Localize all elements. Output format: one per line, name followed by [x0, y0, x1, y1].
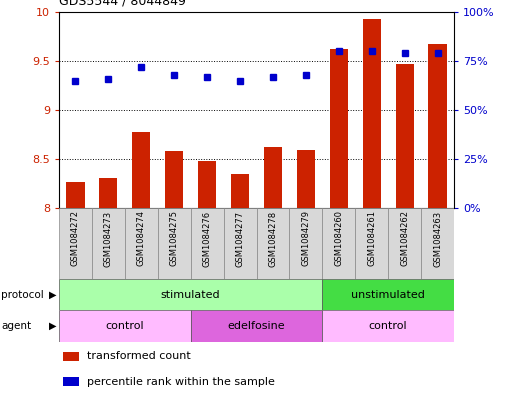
Text: GSM1084276: GSM1084276: [203, 210, 212, 266]
Bar: [428, 44, 447, 208]
Bar: [92, 208, 125, 279]
Bar: [231, 174, 249, 208]
Bar: [158, 208, 191, 279]
Bar: [421, 208, 454, 279]
Bar: [59, 310, 191, 342]
Text: protocol: protocol: [1, 290, 44, 300]
Text: GSM1084262: GSM1084262: [400, 210, 409, 266]
Text: stimulated: stimulated: [161, 290, 221, 300]
Text: ▶: ▶: [49, 290, 56, 300]
Text: GSM1084263: GSM1084263: [433, 210, 442, 266]
Bar: [297, 150, 315, 208]
Bar: [59, 208, 92, 279]
Text: agent: agent: [1, 321, 31, 331]
Text: control: control: [106, 321, 144, 331]
Bar: [191, 208, 224, 279]
Text: GSM1084261: GSM1084261: [367, 210, 376, 266]
Text: GSM1084275: GSM1084275: [170, 210, 179, 266]
Bar: [100, 178, 117, 208]
Bar: [63, 352, 79, 361]
Bar: [330, 49, 348, 208]
Text: GSM1084277: GSM1084277: [235, 210, 245, 266]
Text: transformed count: transformed count: [87, 351, 190, 361]
Bar: [66, 182, 85, 208]
Bar: [165, 151, 183, 208]
Text: GDS5544 / 8044849: GDS5544 / 8044849: [59, 0, 186, 8]
Bar: [322, 208, 355, 279]
Text: GSM1084279: GSM1084279: [301, 210, 310, 266]
Bar: [59, 279, 322, 310]
Bar: [125, 208, 158, 279]
Text: percentile rank within the sample: percentile rank within the sample: [87, 377, 274, 387]
Bar: [355, 208, 388, 279]
Bar: [289, 208, 322, 279]
Bar: [264, 147, 282, 208]
Bar: [256, 208, 289, 279]
Text: control: control: [369, 321, 407, 331]
Bar: [396, 64, 413, 208]
Bar: [388, 208, 421, 279]
Text: GSM1084272: GSM1084272: [71, 210, 80, 266]
Bar: [191, 310, 322, 342]
Bar: [322, 310, 454, 342]
Text: edelfosine: edelfosine: [228, 321, 285, 331]
Bar: [224, 208, 256, 279]
Text: GSM1084260: GSM1084260: [334, 210, 343, 266]
Bar: [363, 18, 381, 208]
Text: GSM1084273: GSM1084273: [104, 210, 113, 266]
Bar: [63, 377, 79, 386]
Bar: [198, 161, 216, 208]
Text: GSM1084274: GSM1084274: [137, 210, 146, 266]
Text: ▶: ▶: [49, 321, 56, 331]
Text: GSM1084278: GSM1084278: [268, 210, 278, 266]
Bar: [132, 132, 150, 208]
Text: unstimulated: unstimulated: [351, 290, 425, 300]
Bar: [322, 279, 454, 310]
